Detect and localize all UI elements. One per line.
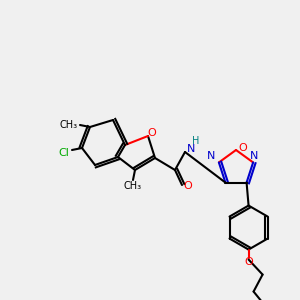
- Text: N: N: [250, 152, 258, 161]
- Text: O: O: [238, 143, 247, 153]
- Text: H: H: [192, 136, 200, 146]
- Text: O: O: [184, 181, 192, 191]
- Text: Cl: Cl: [58, 148, 69, 158]
- Text: CH₃: CH₃: [60, 120, 78, 130]
- Text: N: N: [207, 152, 215, 161]
- Text: O: O: [148, 128, 156, 138]
- Text: O: O: [244, 256, 253, 267]
- Text: CH₃: CH₃: [124, 181, 142, 191]
- Text: N: N: [187, 144, 195, 154]
